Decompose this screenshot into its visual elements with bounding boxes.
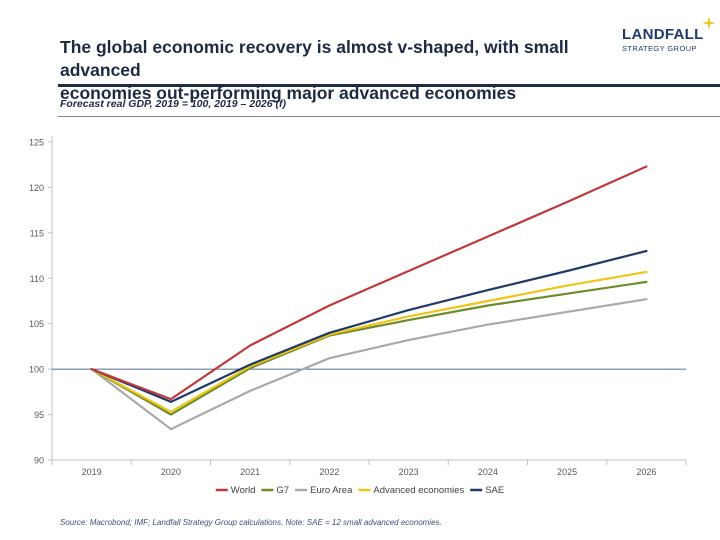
series-line-world bbox=[90, 165, 648, 401]
y-tick-label: 115 bbox=[30, 228, 44, 238]
logo-tagline: STRATEGY GROUP bbox=[622, 44, 697, 53]
chart-subtitle: Forecast real GDP, 2019 = 100, 2019 – 20… bbox=[60, 98, 286, 110]
x-tick-label: 2022 bbox=[319, 467, 339, 477]
line-chart: 90 95 100 105 110 115 120 125 2019 2020 2021 2022 20… bbox=[29, 136, 687, 496]
page-title: The global economic recovery is almost v… bbox=[60, 36, 620, 105]
legend-label-g7: G7 bbox=[276, 485, 289, 496]
x-tick-label: 2021 bbox=[240, 467, 260, 477]
y-tick-label: 90 bbox=[34, 456, 44, 466]
y-tick-label: 95 bbox=[34, 410, 44, 420]
title-line-1: The global economic recovery is almost v… bbox=[60, 37, 569, 80]
y-tick-label: 125 bbox=[29, 138, 44, 148]
chart-container: 90 95 100 105 110 115 120 125 2019 2020 2021 2022 20… bbox=[0, 120, 720, 502]
x-tick-label: 2025 bbox=[557, 467, 577, 477]
x-tick-label: 2024 bbox=[478, 467, 498, 477]
y-tick-label: 120 bbox=[29, 183, 44, 193]
source-note: Source: Macrobond; IMF; Landfall Strateg… bbox=[60, 518, 442, 527]
legend-label-euro: Euro Area bbox=[310, 485, 353, 496]
legend-label-world: World bbox=[231, 485, 256, 496]
legend-label-advanced: Advanced economies bbox=[373, 485, 464, 496]
x-tick-label: 2020 bbox=[161, 467, 181, 477]
star-icon bbox=[702, 16, 716, 30]
x-tick-label: 2023 bbox=[399, 467, 419, 477]
subtitle-divider bbox=[58, 116, 720, 117]
y-tick-label: 110 bbox=[30, 274, 44, 284]
series-line-sae bbox=[90, 249, 648, 403]
series-line-euro bbox=[90, 298, 648, 431]
y-tick-label: 100 bbox=[29, 365, 44, 375]
header-divider bbox=[58, 84, 720, 87]
legend-label-sae: SAE bbox=[485, 485, 504, 496]
x-tick-label: 2019 bbox=[82, 467, 102, 477]
x-tick-label: 2026 bbox=[636, 467, 656, 477]
logo-wordmark: LANDFALL bbox=[622, 26, 704, 43]
y-tick-label: 105 bbox=[29, 319, 44, 329]
series-line-g7 bbox=[90, 280, 648, 416]
series-line-advanced bbox=[90, 270, 648, 413]
title-line-2: economies out-performing major advanced … bbox=[60, 83, 517, 103]
